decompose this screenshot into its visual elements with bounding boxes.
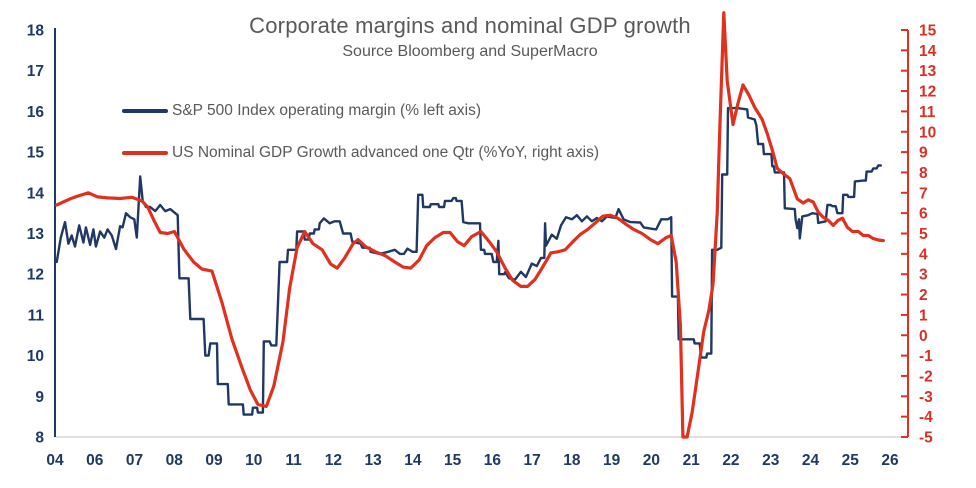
y-right-tick-label: 7 — [919, 185, 928, 202]
x-tick-label: 06 — [86, 452, 104, 469]
x-tick-label: 18 — [563, 452, 581, 469]
x-tick-label: 09 — [205, 452, 223, 469]
y-left-tick-label: 9 — [35, 389, 44, 406]
y-left-tick-label: 10 — [27, 348, 44, 365]
x-tick-label: 15 — [444, 452, 462, 469]
y-right-tick-label: 3 — [919, 267, 928, 284]
x-tick-label: 25 — [842, 452, 860, 469]
y-left-tick-label: 11 — [28, 307, 45, 324]
y-right-tick-label: 0 — [919, 328, 928, 345]
x-tick-label: 04 — [46, 452, 64, 469]
x-tick-label: 23 — [762, 452, 780, 469]
y-right-tick-label: 11 — [919, 104, 936, 121]
gdp-line-swatch-icon — [122, 151, 168, 155]
gdp-series-line — [55, 11, 885, 439]
y-right-tick-label: 8 — [919, 165, 928, 182]
y-right-tick-label: 13 — [919, 63, 937, 80]
y-right-tick-label: 12 — [919, 84, 936, 101]
legend-item-margin: S&P 500 Index operating margin (% left a… — [122, 98, 599, 124]
y-right-tick-label: 5 — [919, 226, 928, 243]
y-right-tick-label: -5 — [919, 430, 933, 447]
x-tick-label: 10 — [245, 452, 262, 469]
y-left-tick-label: 13 — [27, 226, 45, 243]
legend: S&P 500 Index operating margin (% left a… — [122, 98, 599, 182]
y-right-tick-label: 6 — [919, 206, 928, 223]
legend-label-margin: S&P 500 Index operating margin (% left a… — [172, 102, 482, 119]
x-tick-label: 26 — [881, 452, 899, 469]
x-tick-label: 16 — [484, 452, 502, 469]
y-right-tick-label: 15 — [919, 23, 937, 40]
y-right-tick-label: 10 — [919, 124, 936, 141]
y-left-tick-label: 17 — [27, 63, 44, 80]
margin-line-swatch-icon — [122, 109, 168, 113]
margin-series-line — [55, 106, 882, 416]
y-right-tick-label: -3 — [919, 389, 933, 406]
x-tick-label: 24 — [802, 452, 820, 469]
x-tick-label: 17 — [524, 452, 541, 469]
x-tick-label: 20 — [643, 452, 660, 469]
y-left-tick-label: 15 — [27, 145, 45, 162]
y-left-tick-label: 14 — [27, 185, 45, 202]
legend-label-gdp: US Nominal GDP Growth advanced one Qtr (… — [172, 144, 600, 161]
x-tick-label: 12 — [325, 452, 342, 469]
y-right-tick-label: 9 — [919, 145, 928, 162]
x-tick-label: 13 — [364, 452, 382, 469]
legend-item-gdp: US Nominal GDP Growth advanced one Qtr (… — [122, 140, 599, 166]
x-tick-label: 11 — [285, 452, 302, 469]
x-tick-label: 07 — [126, 452, 143, 469]
y-right-tick-label: 4 — [919, 246, 928, 263]
y-right-tick-label: 2 — [919, 287, 928, 304]
y-left-tick-label: 18 — [27, 23, 45, 40]
x-tick-label: 19 — [603, 452, 621, 469]
x-tick-label: 14 — [404, 452, 422, 469]
y-left-tick-label: 8 — [35, 430, 44, 447]
y-right-tick-label: -4 — [919, 409, 933, 426]
chart-subtitle: Source Bloomberg and SuperMacro — [342, 43, 598, 60]
y-left-tick-label: 12 — [27, 267, 44, 284]
chart-title: Corporate margins and nominal GDP growth — [249, 13, 691, 38]
y-left-tick-label: 16 — [27, 104, 45, 121]
x-tick-label: 21 — [683, 452, 701, 469]
y-right-tick-label: -2 — [919, 368, 933, 385]
y-right-tick-label: -1 — [919, 348, 933, 365]
y-right-tick-label: 1 — [919, 307, 928, 324]
x-tick-label: 08 — [166, 452, 184, 469]
y-right-tick-label: 14 — [919, 43, 937, 60]
x-tick-label: 22 — [722, 452, 739, 469]
